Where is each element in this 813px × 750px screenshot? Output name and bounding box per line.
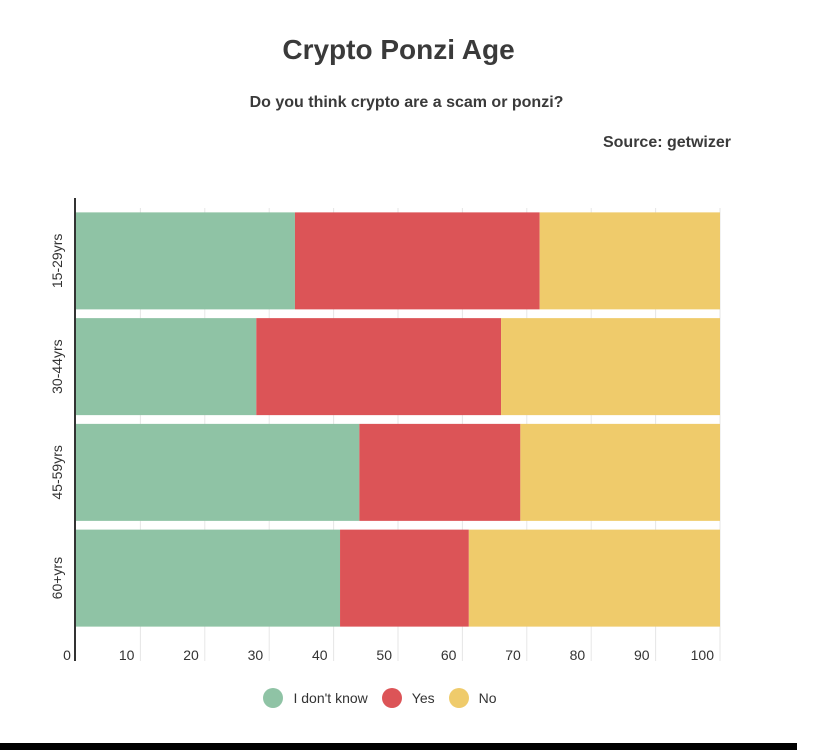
bar-60+yrs-yes [340, 529, 469, 627]
bar-15-29yrs-yes [294, 212, 540, 310]
bottom-border [0, 743, 797, 750]
y-category-label: 60+yrs [49, 557, 65, 599]
x-tick-label-20: 20 [183, 647, 199, 663]
x-tick-label-100: 100 [691, 647, 715, 663]
y-category-label: 30-44yrs [49, 339, 65, 393]
chart-subtitle: Do you think crypto are a scam or ponzi? [249, 94, 564, 111]
legend-label-no: No [478, 690, 497, 706]
bar-45-59yrs-i-don-t-know [76, 423, 360, 521]
y-category-label: 15-29yrs [49, 234, 65, 288]
bar-30-44yrs-i-don-t-know [76, 318, 257, 416]
legend-swatch-dont-know [263, 688, 284, 708]
y-category-label: 45-59yrs [49, 445, 65, 499]
axis-labels: 0 10 20 30 40 50 60 70 80 90 100 15-29yrs 30-44yrs 45… [49, 234, 714, 663]
bars [76, 212, 720, 627]
x-tick-label-70: 70 [505, 647, 521, 663]
x-tick-label-0: 0 [63, 647, 71, 663]
chart-source: Source: getwizer [602, 134, 731, 151]
chart-title: Crypto Ponzi Age [282, 34, 515, 65]
x-tick-label-60: 60 [441, 647, 457, 663]
bar-30-44yrs-no [501, 318, 720, 416]
legend-item-dont-know[interactable]: I don't know [263, 688, 368, 708]
legend-label-yes: Yes [411, 690, 435, 706]
legend-item-yes[interactable]: Yes [381, 688, 435, 708]
legend-item-no[interactable]: No [448, 688, 497, 708]
bar-60+yrs-no [468, 529, 720, 627]
legend-swatch-yes [381, 688, 402, 708]
bar-60+yrs-i-don-t-know [76, 529, 341, 627]
bar-45-59yrs-yes [359, 423, 521, 521]
bar-30-44yrs-yes [256, 318, 502, 416]
bar-45-59yrs-no [520, 423, 720, 521]
x-tick-label-10: 10 [119, 647, 135, 663]
bar-15-29yrs-i-don-t-know [76, 212, 295, 310]
x-tick-label-40: 40 [312, 647, 328, 663]
legend-swatch-no [448, 688, 469, 708]
x-tick-label-50: 50 [376, 647, 392, 663]
legend-label-dont-know: I don't know [293, 690, 368, 706]
bar-15-29yrs-no [539, 212, 720, 310]
x-tick-label-80: 80 [570, 647, 586, 663]
x-tick-label-30: 30 [248, 647, 264, 663]
x-tick-label-90: 90 [634, 647, 650, 663]
chart-legend: I don't know Yes No [0, 688, 760, 708]
